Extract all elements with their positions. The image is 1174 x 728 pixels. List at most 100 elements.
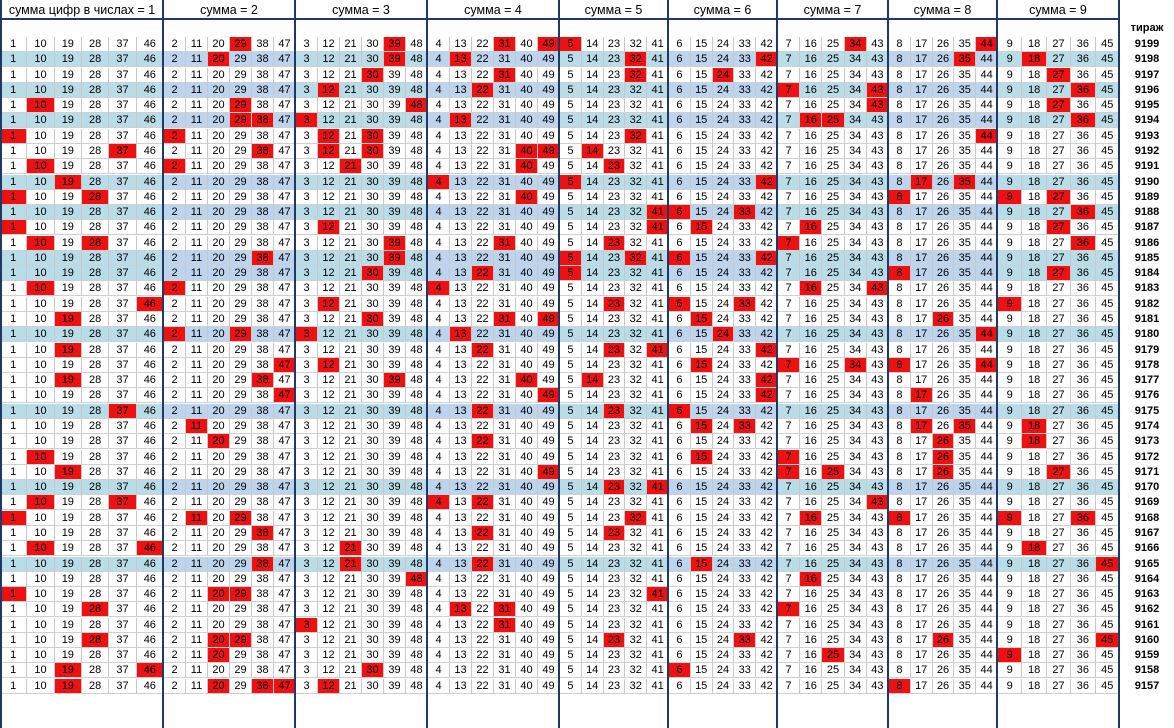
number-cell[interactable]: 6	[669, 312, 691, 328]
number-cell[interactable]: 20	[208, 632, 230, 648]
number-cell[interactable]: 11	[186, 464, 208, 480]
number-cell[interactable]: 30	[362, 296, 384, 312]
number-cell[interactable]: 34	[844, 37, 867, 52]
number-cell[interactable]: 11	[186, 419, 208, 434]
number-cell[interactable]: 9	[998, 648, 1023, 664]
number-cell[interactable]: 45	[1095, 632, 1120, 648]
number-cell[interactable]: 4	[428, 464, 450, 480]
number-cell[interactable]: 22	[472, 510, 494, 526]
number-cell[interactable]: 26	[932, 128, 955, 144]
number-cell[interactable]: 7	[778, 113, 801, 129]
number-cell[interactable]: 6	[669, 174, 691, 190]
number-cell[interactable]: 4	[428, 327, 450, 343]
number-cell[interactable]: 32	[625, 113, 648, 129]
number-cell[interactable]: 37	[109, 495, 137, 511]
number-cell[interactable]: 12	[318, 113, 340, 129]
number-cell[interactable]: 17	[910, 128, 933, 144]
number-cell[interactable]: 8	[889, 617, 911, 633]
number-cell[interactable]: 34	[844, 617, 867, 633]
number-cell[interactable]: 3	[296, 587, 318, 603]
number-cell[interactable]: 15	[690, 419, 713, 434]
number-cell[interactable]: 12	[318, 312, 340, 328]
number-cell[interactable]: 6	[669, 159, 691, 175]
number-cell[interactable]: 37	[109, 143, 137, 159]
number-cell[interactable]: 10	[27, 312, 55, 328]
number-cell[interactable]: 39	[384, 556, 406, 572]
number-cell[interactable]: 18	[1022, 510, 1047, 526]
number-cell[interactable]: 31	[494, 113, 516, 129]
number-cell[interactable]: 24	[712, 525, 735, 541]
number-cell[interactable]: 16	[800, 67, 823, 83]
number-cell[interactable]: 21	[340, 174, 362, 190]
number-cell[interactable]: 8	[889, 525, 911, 541]
number-cell[interactable]: 39	[384, 82, 406, 98]
number-cell[interactable]: 45	[1095, 434, 1120, 450]
number-cell[interactable]: 38	[252, 678, 274, 694]
number-cell[interactable]: 34	[844, 312, 867, 328]
number-cell[interactable]: 30	[362, 541, 384, 557]
number-cell[interactable]: 11	[186, 235, 208, 251]
number-cell[interactable]: 41	[647, 678, 669, 694]
number-cell[interactable]: 10	[27, 327, 55, 343]
number-cell[interactable]: 2	[164, 464, 186, 480]
number-cell[interactable]: 12	[318, 373, 340, 389]
number-cell[interactable]: 33	[734, 327, 757, 343]
number-cell[interactable]: 19	[54, 357, 82, 373]
number-cell[interactable]: 42	[756, 312, 778, 328]
number-cell[interactable]: 13	[450, 235, 472, 251]
number-cell[interactable]: 23	[603, 174, 626, 190]
number-cell[interactable]: 35	[954, 571, 977, 587]
number-cell[interactable]: 34	[844, 281, 867, 297]
number-cell[interactable]: 18	[1022, 296, 1047, 312]
number-cell[interactable]: 17	[910, 648, 933, 664]
number-cell[interactable]: 39	[384, 281, 406, 297]
number-cell[interactable]: 29	[230, 52, 252, 68]
number-cell[interactable]: 15	[690, 37, 713, 52]
number-cell[interactable]: 46	[136, 632, 164, 648]
number-cell[interactable]: 45	[1095, 541, 1120, 557]
number-cell[interactable]: 39	[384, 403, 406, 419]
number-cell[interactable]: 47	[274, 67, 296, 83]
number-cell[interactable]: 43	[866, 296, 889, 312]
number-cell[interactable]: 46	[136, 67, 164, 83]
number-cell[interactable]: 25	[822, 235, 845, 251]
number-cell[interactable]: 22	[472, 296, 494, 312]
number-cell[interactable]: 6	[669, 189, 691, 205]
number-cell[interactable]: 25	[822, 220, 845, 236]
number-cell[interactable]: 15	[690, 128, 713, 144]
number-cell[interactable]: 31	[494, 419, 516, 434]
number-cell[interactable]: 49	[538, 403, 560, 419]
number-cell[interactable]: 15	[690, 449, 713, 465]
number-cell[interactable]: 2	[164, 189, 186, 205]
number-cell[interactable]: 1	[0, 235, 28, 251]
number-cell[interactable]: 6	[669, 113, 691, 129]
number-cell[interactable]: 1	[0, 281, 28, 297]
number-cell[interactable]: 47	[274, 510, 296, 526]
number-cell[interactable]: 16	[800, 373, 823, 389]
number-cell[interactable]: 33	[734, 632, 757, 648]
number-cell[interactable]: 35	[954, 678, 977, 694]
number-cell[interactable]: 28	[82, 525, 110, 541]
number-cell[interactable]: 3	[296, 373, 318, 389]
number-cell[interactable]: 27	[1046, 419, 1072, 434]
number-cell[interactable]: 21	[340, 556, 362, 572]
number-cell[interactable]: 17	[910, 663, 933, 679]
number-cell[interactable]: 18	[1022, 113, 1047, 129]
number-cell[interactable]: 25	[822, 464, 845, 480]
number-cell[interactable]: 47	[274, 37, 296, 52]
number-cell[interactable]: 49	[538, 266, 560, 282]
number-cell[interactable]: 36	[1071, 388, 1096, 404]
number-cell[interactable]: 20	[208, 587, 230, 603]
number-cell[interactable]: 34	[844, 495, 867, 511]
number-cell[interactable]: 27	[1046, 602, 1072, 618]
number-cell[interactable]: 42	[756, 342, 778, 358]
number-cell[interactable]: 5	[560, 525, 582, 541]
number-cell[interactable]: 15	[690, 174, 713, 190]
number-cell[interactable]: 32	[625, 357, 648, 373]
number-cell[interactable]: 17	[910, 587, 933, 603]
number-cell[interactable]: 2	[164, 296, 186, 312]
number-cell[interactable]: 41	[647, 602, 669, 618]
number-cell[interactable]: 42	[756, 281, 778, 297]
number-cell[interactable]: 26	[932, 403, 955, 419]
number-cell[interactable]: 44	[976, 357, 998, 373]
